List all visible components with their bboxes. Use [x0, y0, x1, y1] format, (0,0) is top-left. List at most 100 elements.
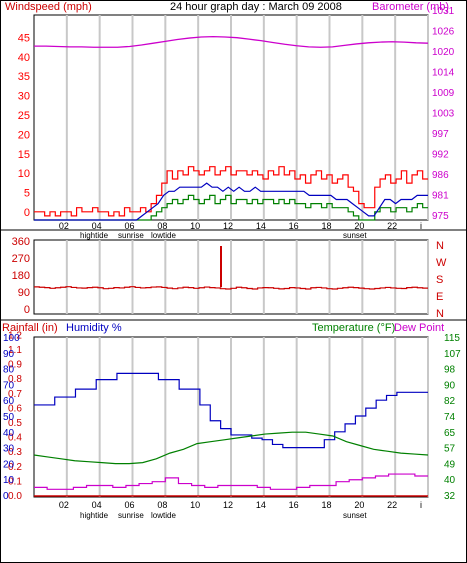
barometer-y-tick: 1003	[432, 109, 455, 120]
barometer-y-tick: 1026	[432, 27, 455, 38]
event-label-sunset: sunset	[343, 511, 367, 520]
wind-x-tick: 10	[190, 221, 200, 231]
humidity-y-tick: 10	[3, 475, 15, 486]
event-label-hightide: hightide	[80, 511, 109, 520]
windspeed-y-tick: 35	[18, 71, 30, 83]
climate-x-tick: 06	[125, 500, 135, 510]
barometer-axis-title: Barometer (mb)	[372, 1, 449, 13]
event-label-hightide: hightide	[80, 231, 109, 240]
windspeed-axis-title: Windspeed (mph)	[5, 1, 92, 13]
humidity-y-tick: 20	[3, 459, 15, 470]
temperature-y-tick: 57	[444, 444, 456, 455]
barometer-y-tick: 1020	[432, 47, 455, 58]
temperature-y-tick: 115	[444, 333, 460, 344]
barometer-y-tick: 1031	[432, 6, 455, 17]
wind-x-tick: 02	[59, 221, 69, 231]
humidity-y-tick: 60	[3, 396, 15, 407]
event-label-lowtide: lowtide	[151, 231, 176, 240]
barometer-line	[34, 35, 429, 48]
temperature-y-tick: 40	[444, 475, 456, 486]
windspeed-y-tick: 40	[18, 52, 30, 64]
humidity-y-tick: 80	[3, 365, 15, 376]
humidity-y-tick: 30	[3, 444, 15, 455]
wind-x-tick: i	[420, 221, 422, 231]
compass-y-tick: E	[436, 291, 443, 303]
temperature-y-tick: 98	[444, 365, 456, 376]
humidity-axis-title: Humidity %	[66, 322, 122, 334]
climate-x-tick: 14	[256, 500, 266, 510]
temperature-y-tick: 65	[444, 428, 456, 439]
direction-y-tick: 270	[12, 253, 30, 265]
temperature-y-tick: 107	[444, 349, 461, 360]
humidity-y-tick: 0	[3, 491, 9, 502]
graph-title: 24 hour graph day : March 09 2008	[170, 1, 342, 13]
temperature-line	[33, 431, 429, 465]
compass-y-tick: S	[436, 274, 443, 286]
direction-y-tick: 90	[18, 287, 30, 299]
rainfall-y-tick: 1.1	[8, 345, 22, 356]
wind-x-tick: 22	[387, 221, 397, 231]
windspeed-y-tick: 10	[18, 168, 30, 180]
windspeed-line	[34, 166, 428, 217]
direction-y-tick: 180	[12, 270, 30, 282]
event-label-lowtide: lowtide	[151, 511, 176, 520]
barometer-y-tick: 986	[432, 170, 449, 181]
temperature-y-tick: 74	[444, 412, 456, 423]
windspeed-y-tick: 15	[18, 149, 30, 161]
wind-direction-line	[34, 286, 428, 290]
humidity-line	[34, 372, 428, 449]
wind-x-tick: 08	[157, 221, 167, 231]
humidity-y-tick: 90	[3, 349, 15, 360]
climate-x-tick: 22	[387, 500, 397, 510]
wind-x-tick: 04	[92, 221, 102, 231]
climate-x-tick: 08	[157, 500, 167, 510]
climate-x-tick: 12	[223, 500, 233, 510]
windspeed-y-tick: 30	[18, 91, 30, 103]
windspeed-y-tick: 25	[18, 110, 30, 122]
dewpoint-line	[34, 473, 428, 490]
direction-y-tick: 0	[24, 304, 30, 316]
windspeed-y-tick: 5	[24, 188, 30, 200]
windspeed-y-tick: 45	[18, 32, 30, 44]
rainfall-axis-title: Rainfall (in)	[2, 322, 58, 334]
barometer-y-tick: 1014	[432, 68, 455, 79]
rainfall-y-tick: 0.0	[8, 491, 22, 502]
rainfall-y-tick: 0.8	[8, 374, 22, 385]
windspeed-y-tick: 0	[24, 207, 30, 219]
event-label-sunset: sunset	[343, 231, 367, 240]
climate-x-tick: 02	[59, 500, 69, 510]
wind-x-tick: 16	[289, 221, 299, 231]
humidity-y-tick: 70	[3, 380, 15, 391]
rainfall-y-tick: 0.1	[8, 476, 22, 487]
temperature-y-tick: 49	[444, 459, 456, 470]
dewpoint-axis-title: Dew Point	[394, 322, 444, 334]
humidity-y-tick: 50	[3, 412, 15, 423]
wind-x-tick: 06	[125, 221, 135, 231]
wind-x-tick: 20	[354, 221, 364, 231]
rainfall-y-tick: 0.5	[8, 418, 22, 429]
rainfall-y-tick: 1.2	[8, 330, 22, 341]
rainfall-y-tick: 0.9	[8, 360, 22, 371]
humidity-y-tick: 100	[3, 333, 20, 344]
climate-x-tick: 04	[92, 500, 102, 510]
barometer-y-tick: 1009	[432, 88, 455, 99]
windspeed-y-tick: 20	[18, 129, 30, 141]
rainfall-y-tick: 0.6	[8, 403, 22, 414]
barometer-y-tick: 981	[432, 191, 449, 202]
climate-x-tick: 18	[322, 500, 332, 510]
wind-x-tick: 14	[256, 221, 266, 231]
humidity-y-tick: 40	[3, 428, 15, 439]
climate-x-tick: 20	[354, 500, 364, 510]
temperature-y-tick: 82	[444, 396, 456, 407]
event-label-sunrise: sunrise	[118, 511, 144, 520]
rainfall-y-tick: 0.7	[8, 389, 22, 400]
wind-x-tick: 12	[223, 221, 233, 231]
barometer-y-tick: 992	[432, 150, 449, 161]
direction-y-tick: 360	[12, 236, 30, 248]
rainfall-y-tick: 0.2	[8, 462, 22, 473]
climate-x-tick: i	[420, 500, 422, 510]
wind-x-tick: 18	[322, 221, 332, 231]
